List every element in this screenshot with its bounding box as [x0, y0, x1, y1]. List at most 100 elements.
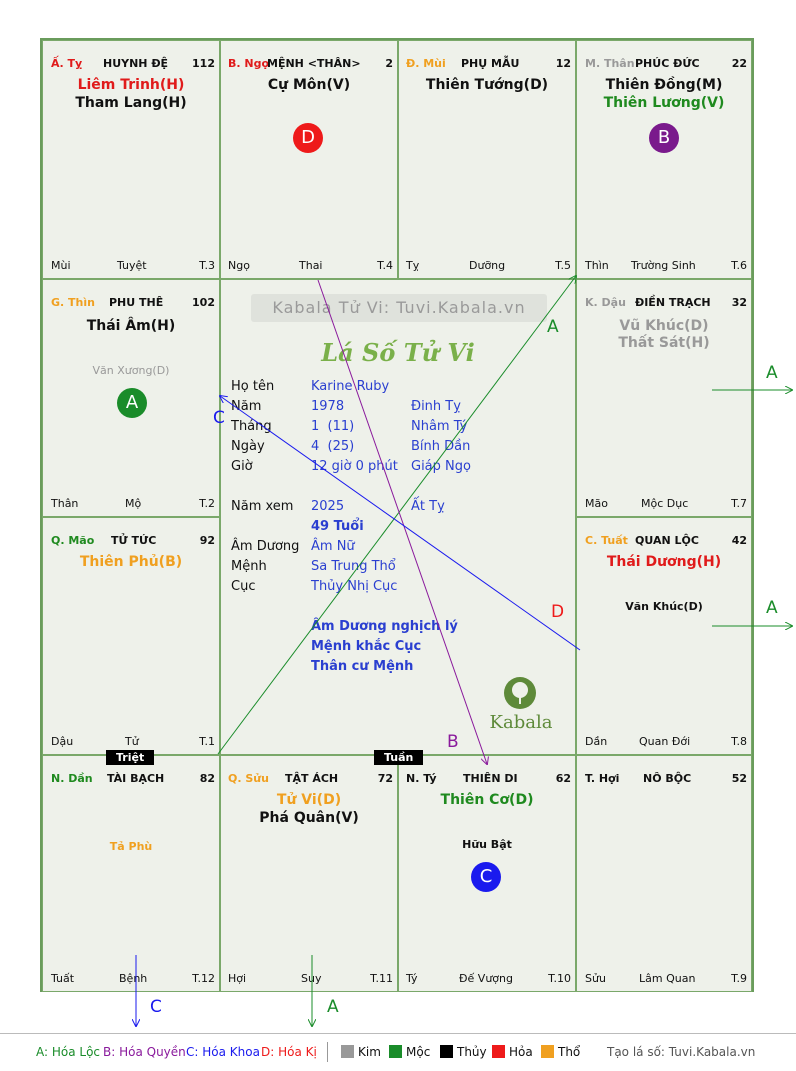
- palace-dau[interactable]: K. Dậu ĐIỀN TRẠCH 32 Vũ Khúc(D) Thất Sát…: [576, 279, 752, 517]
- minor-star: Văn Khúc(D): [625, 600, 703, 613]
- palace-corner: G. Thìn: [51, 296, 95, 309]
- foot-left: Tuất: [51, 972, 75, 985]
- label-menh: Mệnh: [231, 559, 267, 574]
- kim-swatch: [341, 1045, 354, 1058]
- minor-star: Tả Phù: [109, 840, 153, 853]
- major-star: Phá Quân(V): [259, 810, 359, 826]
- value-cuc: Thủy Nhị Cục: [311, 579, 398, 594]
- palace-number: 72: [377, 772, 393, 785]
- value-ho-ten: Karine Ruby: [311, 379, 390, 394]
- major-star: Liêm Trinh(H): [77, 77, 185, 93]
- foot-right: T.12: [192, 972, 215, 985]
- foot-right: T.4: [377, 259, 393, 272]
- palace-number: 112: [192, 57, 215, 70]
- foot-mid: Suy: [301, 972, 322, 985]
- foot-right: T.7: [731, 497, 747, 510]
- moc-swatch: [389, 1045, 402, 1058]
- major-star: Thiên Đồng(M): [605, 77, 723, 93]
- foot-mid: Lâm Quan: [639, 972, 696, 985]
- major-star: Thất Sát(H): [618, 335, 710, 351]
- major-star: Tử Vi(D): [276, 792, 342, 808]
- legend-kim: Kim: [341, 1045, 381, 1059]
- value-nam-can: Đinh Tỵ: [411, 399, 461, 414]
- label-ho-ten: Họ tên: [231, 379, 275, 394]
- value-ngay-can: Bính Dần: [411, 439, 471, 454]
- label-nam: Năm: [231, 399, 262, 414]
- palace-tuat[interactable]: C. Tuất QUAN LỘC 42 Thái Dương(H) Văn Kh…: [576, 517, 752, 755]
- palace-number: 32: [731, 296, 747, 309]
- note-menh-cuc: Mệnh khắc Cục: [311, 639, 422, 654]
- foot-left: Thìn: [585, 259, 609, 272]
- foot-right: T.11: [370, 972, 393, 985]
- kabala-brand: Kabala: [489, 712, 553, 733]
- palace-name: MỆNH <THÂN>: [267, 57, 361, 70]
- major-star: Vũ Khúc(D): [619, 318, 709, 334]
- palace-corner: C. Tuất: [585, 534, 628, 547]
- palace-corner: B. Ngọ: [228, 57, 270, 70]
- foot-mid: Trường Sinh: [631, 259, 696, 272]
- major-star: Thiên Phủ(B): [79, 554, 183, 570]
- label-ngay: Ngày: [231, 439, 265, 454]
- foot-left: Tỵ: [406, 259, 420, 272]
- palace-number: 12: [555, 57, 571, 70]
- label-gio: Giờ: [231, 459, 253, 474]
- palace-mui[interactable]: Đ. Mùi PHỤ MẪU 12 Thiên Tướng(D) Tỵ Dưỡn…: [398, 40, 576, 279]
- foot-mid: Tử: [125, 735, 139, 748]
- value-thang: 1 (11): [311, 419, 355, 434]
- palace-number: 42: [731, 534, 747, 547]
- foot-right: T.9: [731, 972, 747, 985]
- palace-ti[interactable]: N. Tý THIÊN DI 62 Thiên Cơ(D) Hữu Bật C …: [398, 755, 576, 992]
- major-star: Tham Lang(H): [75, 95, 187, 111]
- foot-mid: Tuyệt: [117, 259, 147, 272]
- legend-moc: Mộc: [389, 1045, 430, 1059]
- palace-dan[interactable]: N. Dần TÀI BẠCH 82 Tả Phù Tuất Bệnh T.12: [42, 755, 220, 992]
- palace-corner: K. Dậu: [585, 296, 626, 309]
- palace-name: PHU THÊ: [109, 296, 164, 309]
- palace-name: TỬ TỨC: [111, 534, 157, 547]
- site-link[interactable]: Tạo lá số: Tuvi.Kabala.vn: [607, 1045, 756, 1059]
- arrow-label-b: B: [447, 732, 459, 752]
- legend-divider: [327, 1042, 328, 1062]
- value-tuoi: 49 Tuổi: [311, 519, 364, 534]
- foot-left: Sửu: [585, 972, 606, 985]
- value-nam-xem-can: Ất Tỵ: [411, 499, 445, 514]
- legend-hoa-loc: A: Hóa Lộc: [36, 1045, 101, 1059]
- value-nam: 1978: [311, 399, 345, 414]
- palace-corner: M. Thân: [585, 57, 635, 70]
- foot-left: Hợi: [228, 972, 247, 985]
- palace-thin[interactable]: G. Thìn PHU THÊ 102 Thái Âm(H) Văn Xương…: [42, 279, 220, 517]
- foot-right: T.10: [548, 972, 571, 985]
- palace-number: 52: [731, 772, 747, 785]
- note-than-cu: Thân cư Mệnh: [311, 659, 414, 674]
- palace-mao[interactable]: Q. Mão TỬ TỨC 92 Thiên Phủ(B) Dậu Tử T.1: [42, 517, 220, 755]
- center-info-panel: Kabala Tử Vi: Tuvi.Kabala.vn Lá Số Tử Vi…: [220, 279, 576, 755]
- label-cuc: Cục: [231, 579, 256, 594]
- arrow-label-a-bottom: A: [327, 997, 339, 1017]
- palace-hoi[interactable]: T. Hợi NÔ BỘC 52 Sửu Lâm Quan T.9: [576, 755, 752, 992]
- palace-ty[interactable]: Ấ. Tỵ HUYNH ĐỆ 112 Liêm Trinh(H) Tham La…: [42, 40, 220, 279]
- legend-hoa-ki: D: Hóa Kị: [261, 1045, 317, 1059]
- foot-left: Tý: [406, 972, 418, 985]
- foot-right: T.2: [199, 497, 215, 510]
- foot-right: T.3: [199, 259, 215, 272]
- palace-corner: Ấ. Tỵ: [51, 57, 83, 70]
- palace-corner: N. Tý: [406, 772, 437, 785]
- legend-hoa-quyen: B: Hóa Quyền: [103, 1045, 186, 1059]
- palace-name: PHÚC ĐỨC: [635, 57, 700, 70]
- palace-suu[interactable]: Q. Sửu TẬT ÁCH 72 Tử Vi(D) Phá Quân(V) H…: [220, 755, 398, 992]
- value-ngay: 4 (25): [311, 439, 355, 454]
- palace-name: TÀI BẠCH: [107, 772, 165, 785]
- foot-left: Dần: [585, 735, 608, 748]
- palace-number: 22: [731, 57, 747, 70]
- thuy-swatch: [440, 1045, 453, 1058]
- arrow-label-a-right-1: A: [766, 363, 778, 383]
- palace-corner: Q. Mão: [51, 534, 95, 547]
- foot-right: T.6: [731, 259, 747, 272]
- tho-swatch: [541, 1045, 554, 1058]
- palace-than[interactable]: M. Thân PHÚC ĐỨC 22 Thiên Đồng(M) Thiên …: [576, 40, 752, 279]
- legend-hoa: Hỏa: [492, 1045, 533, 1059]
- palace-ngo[interactable]: B. Ngọ MỆNH <THÂN> 2 Cự Môn(V) D Ngọ Tha…: [220, 40, 398, 279]
- value-nam-xem: 2025: [311, 499, 345, 514]
- palace-name: TẬT ÁCH: [285, 772, 339, 785]
- label-thang: Tháng: [231, 419, 272, 434]
